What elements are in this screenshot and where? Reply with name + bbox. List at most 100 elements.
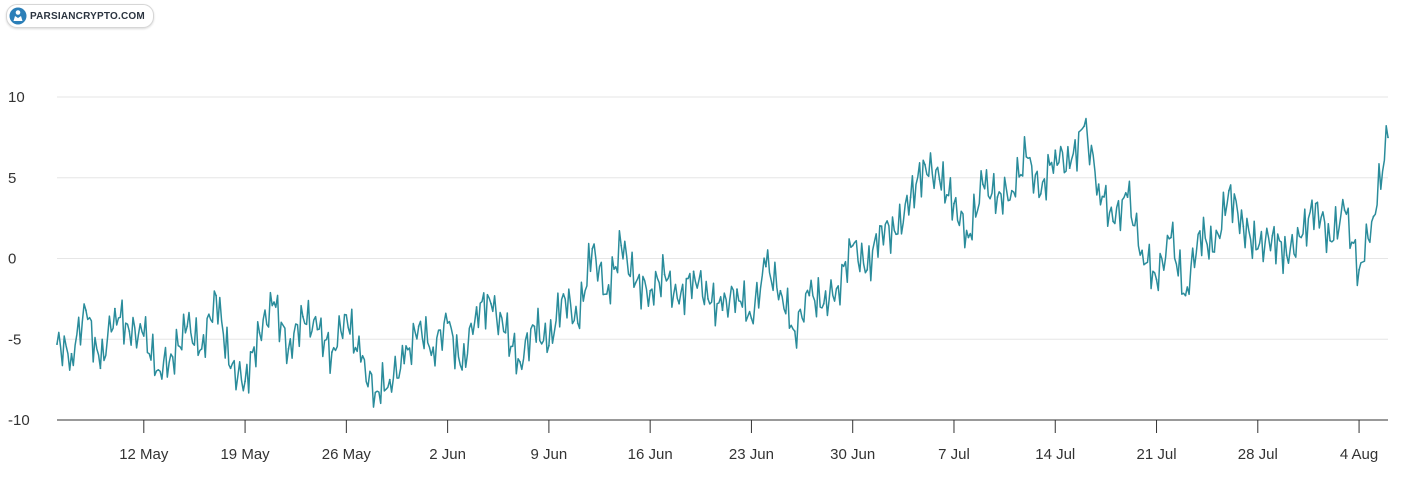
- data-point: [1329, 239, 1331, 242]
- data-point: [576, 322, 579, 324]
- data-point: [562, 293, 565, 295]
- data-point: [1112, 220, 1114, 223]
- data-point: [186, 325, 189, 328]
- parsiancrypto-logo-icon: [9, 7, 27, 25]
- data-point: [128, 330, 131, 333]
- data-point: [56, 343, 58, 345]
- x-tick-label: 28 Jul: [1238, 446, 1278, 463]
- data-point: [634, 281, 637, 284]
- data-point: [114, 307, 116, 310]
- data-point: [1083, 125, 1086, 127]
- data-point: [707, 298, 709, 300]
- data-point: [938, 178, 941, 181]
- data-point: [258, 331, 261, 334]
- data-point: [649, 289, 652, 292]
- data-point: [1141, 249, 1143, 252]
- data-point: [1285, 254, 1288, 257]
- x-tick-label: 9 Jun: [531, 446, 568, 463]
- y-tick-label: 0: [8, 251, 16, 268]
- x-tick-label: 7 Jul: [938, 446, 970, 463]
- data-point: [1387, 136, 1389, 139]
- data-point: [866, 268, 869, 271]
- data-point: [1068, 167, 1071, 170]
- data-point: [1126, 196, 1129, 199]
- y-tick-label: 10: [8, 89, 25, 106]
- data-point: [851, 244, 854, 247]
- data-point: [215, 294, 218, 297]
- data-point: [982, 183, 984, 186]
- x-tick-label: 21 Jul: [1137, 446, 1177, 463]
- data-point: [779, 289, 782, 292]
- data-point: [1358, 268, 1360, 271]
- data-point: [85, 309, 87, 312]
- data-point: [793, 330, 796, 333]
- data-point: [1170, 236, 1172, 239]
- data-point: [229, 367, 232, 370]
- data-point: [837, 285, 840, 287]
- brand-name: PARSIANCRYPTO.COM: [30, 10, 145, 22]
- data-point: [244, 380, 247, 383]
- data-point: [142, 335, 145, 337]
- data-point: [591, 247, 594, 250]
- data-point: [171, 356, 174, 358]
- data-point: [1228, 189, 1230, 192]
- data-point: [403, 362, 406, 365]
- series-layer: [56, 117, 1389, 408]
- data-point: [70, 352, 73, 355]
- data-point: [1097, 183, 1100, 186]
- data-point: [287, 348, 290, 350]
- data-point: [200, 348, 203, 350]
- data-point: [924, 163, 926, 166]
- data-point: [548, 344, 550, 347]
- data-point: [273, 301, 275, 303]
- x-tick-label: 14 Jul: [1035, 446, 1075, 463]
- data-point: [446, 322, 449, 324]
- x-tick-label: 16 Jun: [628, 446, 673, 463]
- data-point: [533, 325, 536, 328]
- data-point: [1199, 230, 1201, 232]
- data-point: [475, 306, 478, 308]
- data-point: [692, 270, 695, 273]
- x-tick-label: 12 May: [119, 446, 169, 463]
- data-point: [750, 317, 753, 320]
- y-axis-labels: 10 5 0 -5 -10: [8, 89, 30, 429]
- data-point: [620, 244, 623, 247]
- x-tick-label: 23 Jun: [729, 446, 774, 463]
- data-point: [461, 369, 463, 371]
- x-tick-label: 2 Jun: [429, 446, 466, 463]
- data-point: [432, 346, 435, 349]
- series-line: [56, 117, 1389, 408]
- data-point: [1155, 278, 1158, 281]
- grid-lines: [57, 96, 1388, 421]
- brand-logo[interactable]: PARSIANCRYPTO.COM: [6, 4, 154, 28]
- data-point: [359, 361, 362, 363]
- data-point: [996, 196, 999, 199]
- x-axis: 12 May 19 May 26 May 2 Jun 9 Jun 16 Jun 23 Jun…: [57, 419, 1388, 463]
- data-point: [1025, 155, 1028, 158]
- data-point: [1213, 251, 1216, 253]
- data-point: [331, 351, 333, 354]
- data-point: [1372, 215, 1375, 218]
- data-point: [1343, 209, 1346, 212]
- data-point: [895, 233, 897, 236]
- data-point: [1054, 149, 1057, 152]
- data-point: [316, 328, 319, 331]
- data-point: [765, 265, 767, 268]
- data-point: [1010, 189, 1013, 192]
- x-tick-label: 30 Jun: [830, 446, 875, 463]
- data-point: [953, 202, 955, 205]
- data-point: [1314, 202, 1317, 205]
- x-tick-label: 4 Aug: [1340, 446, 1378, 463]
- data-point: [1256, 247, 1259, 250]
- data-point: [504, 331, 507, 334]
- data-point: [967, 236, 970, 239]
- data-point: [519, 361, 521, 363]
- data-point: [1271, 235, 1274, 237]
- y-tick-label: -10: [8, 412, 30, 429]
- data-point: [1184, 294, 1187, 297]
- y-tick-label: 5: [8, 170, 16, 187]
- data-point: [99, 367, 102, 370]
- data-point: [721, 309, 724, 312]
- data-point: [345, 314, 348, 316]
- data-point: [1039, 193, 1042, 195]
